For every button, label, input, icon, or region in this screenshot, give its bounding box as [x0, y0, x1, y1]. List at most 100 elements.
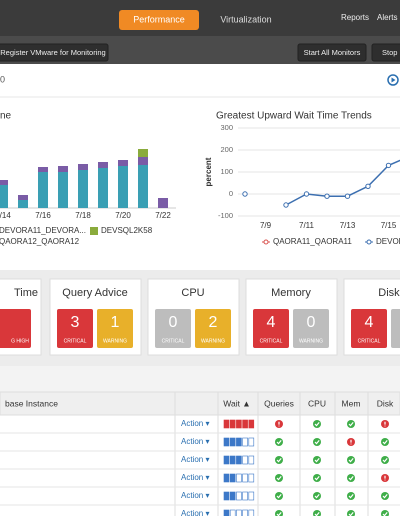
wait-block: [236, 437, 242, 447]
legend-label: DEVOR: [376, 237, 400, 246]
card-title: Query Advice: [62, 287, 127, 299]
action-link[interactable]: Action ▾: [181, 491, 209, 500]
y-tick-label: 100: [220, 167, 233, 176]
bar-segment: [98, 162, 108, 168]
bar-segment: [58, 172, 68, 208]
tile-value: 0: [307, 314, 316, 331]
status-icon: [347, 492, 355, 500]
tile: [57, 309, 93, 348]
wait-block: [242, 509, 248, 516]
button[interactable]: [297, 43, 367, 62]
chart-title: ne: [0, 111, 12, 122]
axis-label: percent: [204, 157, 213, 186]
legend-marker: [366, 239, 372, 245]
y-tick-label: 300: [220, 123, 233, 132]
tile-value: 4: [267, 314, 276, 331]
action-link[interactable]: Action ▾: [181, 419, 209, 428]
y-tick-label: 200: [220, 145, 233, 154]
tab[interactable]: Virtualization: [220, 14, 271, 24]
tile-label: CRITICAL: [162, 338, 185, 344]
card-title: Disk: [378, 287, 400, 299]
wait-block: [236, 419, 242, 429]
card-title: Memory: [271, 287, 311, 299]
wait-block: [223, 419, 230, 429]
legend-label: QAORA11_QAORA11: [273, 237, 352, 246]
status-glyph: [382, 440, 388, 445]
wait-block: [242, 491, 248, 501]
point: [385, 162, 392, 169]
action-link[interactable]: Action ▾: [181, 473, 209, 482]
tile-label: CRITICAL: [260, 338, 283, 344]
table-header: [0, 391, 400, 416]
status-icon: [381, 438, 389, 446]
point: [324, 193, 330, 199]
button-label[interactable]: Start All Monitors: [304, 48, 361, 57]
status-glyph: [382, 458, 388, 463]
bar-segment: [78, 164, 88, 170]
info-row: [0, 64, 400, 96]
bar-segment: [138, 149, 148, 157]
wait-block: [242, 473, 248, 483]
bar-segment: [0, 180, 8, 185]
tile: [253, 309, 289, 348]
wait-block: [248, 455, 255, 465]
tile: [97, 309, 133, 348]
point: [242, 191, 248, 197]
bar-segment: [38, 167, 48, 172]
x-tick-label: 7/14: [0, 211, 11, 220]
action-link[interactable]: Action ▾: [181, 455, 209, 464]
status-icon: [347, 420, 355, 428]
nav-link[interactable]: Alerts: [377, 13, 397, 22]
action-link[interactable]: Action ▾: [181, 437, 209, 446]
legend-label: DEVORA11_DEVORA...: [0, 226, 86, 235]
status-glyph: [276, 494, 282, 499]
bar-segment: [118, 160, 128, 166]
bar-segment: [78, 170, 88, 208]
column-header[interactable]: Wait ▲: [223, 398, 250, 408]
wait-block: [223, 455, 230, 465]
tile-label: WARNING: [299, 338, 323, 344]
bar-segment: [18, 195, 28, 200]
wait-block: [236, 491, 242, 501]
status-icon: [275, 474, 283, 482]
status-glyph: [382, 494, 388, 499]
x-tick-label: 7/13: [340, 221, 356, 230]
button[interactable]: [371, 43, 400, 62]
legend-marker: [263, 239, 269, 245]
status-glyph: [314, 458, 320, 463]
play-icon[interactable]: [387, 74, 399, 86]
button-label[interactable]: Register VMware for Monitoring: [0, 48, 105, 57]
button[interactable]: [0, 43, 109, 62]
tile-label: CRITICAL: [64, 338, 87, 344]
action-link[interactable]: Action ▾: [181, 509, 209, 516]
bar-segment: [38, 172, 48, 208]
wait-block: [229, 509, 236, 516]
wait-block: [248, 491, 255, 501]
wait-block: [242, 455, 248, 465]
button-label[interactable]: Stop: [382, 48, 397, 57]
play-icon[interactable]: [391, 77, 396, 83]
bar-segment: [138, 157, 148, 165]
wait-block: [248, 419, 255, 429]
tile: [293, 309, 329, 348]
point: [365, 183, 371, 190]
tile: [351, 309, 387, 348]
legend-label: QAORA12_QAORA12: [0, 237, 80, 246]
column-header: Queries: [264, 398, 294, 408]
tab[interactable]: Performance: [133, 14, 185, 24]
tile-value: 4: [365, 314, 374, 331]
nav-link[interactable]: Reports: [341, 13, 369, 22]
status-glyph: [348, 422, 354, 427]
status-glyph: [348, 476, 354, 481]
y-tick-label: -100: [218, 211, 233, 220]
status-icon: [381, 492, 389, 500]
tile: [391, 309, 400, 348]
wait-block: [229, 491, 236, 501]
tab-button[interactable]: [119, 10, 199, 30]
column-header: Disk: [377, 398, 394, 408]
status-glyph: [314, 476, 320, 481]
status-icon: [313, 420, 321, 428]
tile-label: WARNING: [103, 338, 127, 344]
bar-segment: [118, 166, 128, 208]
